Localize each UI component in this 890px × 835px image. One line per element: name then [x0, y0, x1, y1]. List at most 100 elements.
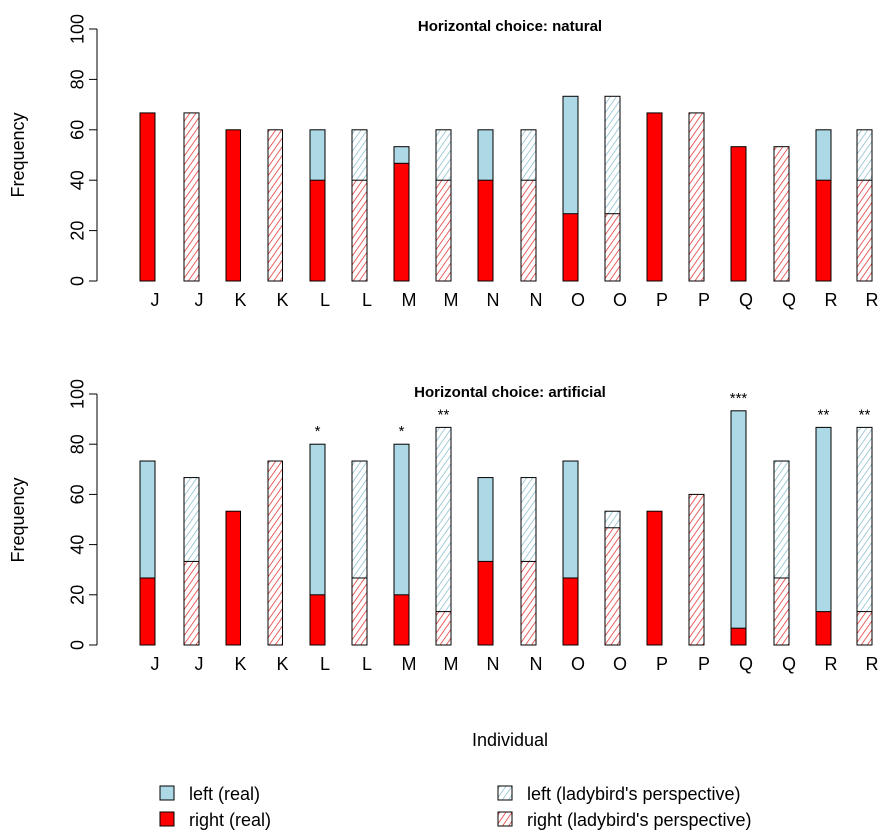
y-tick-label: 80 [67, 69, 87, 89]
bar [773, 577, 790, 646]
bar [562, 213, 579, 282]
bar [183, 112, 200, 282]
x-tick-label: L [320, 654, 330, 674]
bar [435, 179, 452, 282]
bar [646, 510, 663, 646]
x-tick-label: N [530, 290, 543, 310]
x-tick-label: M [402, 290, 417, 310]
y-tick-label: 40 [67, 170, 87, 190]
bar [351, 179, 368, 282]
legend-swatch-left-ladybird [497, 785, 513, 801]
bar [225, 510, 241, 646]
bar [730, 627, 747, 646]
x-tick-label: N [487, 290, 500, 310]
bar [477, 560, 494, 646]
x-tick-label: R [866, 654, 879, 674]
x-tick-label: R [825, 290, 838, 310]
chart-natural: Horizontal choice: natural Frequency 0 20… [8, 14, 879, 310]
bar [688, 493, 705, 646]
x-tick-label: R [866, 290, 879, 310]
chart-title: Horizontal choice: natural [418, 18, 602, 35]
x-tick-label: P [698, 290, 710, 310]
legend-label: left (ladybird's perspective) [527, 784, 741, 804]
bar [520, 179, 537, 282]
bar [815, 611, 832, 646]
y-tick-label: 80 [67, 434, 87, 454]
bar [435, 611, 452, 646]
bar [604, 213, 621, 282]
bar [393, 594, 410, 646]
x-tick-label: O [613, 654, 627, 674]
x-tick-label: L [362, 654, 372, 674]
x-tick-label: Q [739, 290, 753, 310]
x-tick-label: O [571, 290, 585, 310]
y-tick-label: 0 [67, 276, 87, 286]
y-tick-label: 60 [67, 120, 87, 140]
bar [139, 112, 156, 282]
significance-label: *** [730, 390, 748, 407]
y-tick-label: 0 [67, 640, 87, 650]
y-axis-label: Frequency [8, 477, 28, 562]
x-tick-label: Q [782, 290, 796, 310]
legend-label: left (real) [189, 784, 260, 804]
x-tick-label: P [656, 290, 668, 310]
chart-artificial: Horizontal choice: artificial Frequency … [8, 379, 879, 750]
legend: left (real) right (real) left (ladybird'… [159, 784, 752, 830]
bar [646, 112, 663, 282]
bar-series [139, 410, 873, 646]
legend-item: right (real) [159, 810, 271, 830]
legend-label: right (real) [189, 810, 271, 830]
x-axis-label: Individual [472, 730, 548, 750]
legend-swatch-right-ladybird [497, 811, 513, 827]
legend-item: right (ladybird's perspective) [497, 810, 752, 830]
y-axis: 0 20 40 60 80 100 [67, 14, 98, 286]
significance-label: ** [438, 406, 450, 423]
x-tick-label: L [362, 290, 372, 310]
x-tick-label: M [444, 654, 459, 674]
x-tick-label: K [234, 290, 246, 310]
y-axis: 0 20 40 60 80 100 [67, 379, 98, 650]
significance-label: ** [859, 406, 871, 423]
bar [604, 527, 621, 646]
y-tick-label: 40 [67, 535, 87, 555]
x-tick-label: O [613, 290, 627, 310]
significance-label: * [315, 423, 321, 440]
significance-label: ** [818, 406, 830, 423]
y-tick-label: 100 [67, 379, 87, 409]
x-tick-label: Q [739, 654, 753, 674]
bar [393, 162, 410, 282]
x-tick-label: J [195, 654, 204, 674]
bar [815, 179, 832, 282]
y-tick-label: 60 [67, 484, 87, 504]
bar [225, 129, 241, 282]
bar [183, 560, 200, 646]
bar [856, 179, 873, 282]
x-tick-label: J [151, 290, 160, 310]
bar [267, 460, 283, 646]
bar [309, 594, 326, 646]
x-tick-label: O [571, 654, 585, 674]
bar [309, 179, 326, 282]
x-tick-label: M [402, 654, 417, 674]
x-tick-label: K [234, 654, 246, 674]
significance-labels: * ******** ** [315, 390, 871, 440]
x-tick-label: K [276, 654, 288, 674]
bar [773, 146, 790, 282]
x-tick-label: J [195, 290, 204, 310]
legend-label: right (ladybird's perspective) [527, 810, 752, 830]
y-tick-label: 20 [67, 221, 87, 241]
x-tick-label: P [656, 654, 668, 674]
legend-item: left (real) [159, 784, 260, 804]
legend-swatch-left-real [159, 785, 175, 801]
bar [267, 129, 283, 282]
significance-label: * [399, 423, 405, 440]
y-tick-label: 20 [67, 585, 87, 605]
x-tick-label: N [530, 654, 543, 674]
y-tick-label: 100 [67, 14, 87, 44]
bar [139, 577, 156, 646]
x-tick-label: K [276, 290, 288, 310]
legend-item: left (ladybird's perspective) [497, 784, 741, 804]
